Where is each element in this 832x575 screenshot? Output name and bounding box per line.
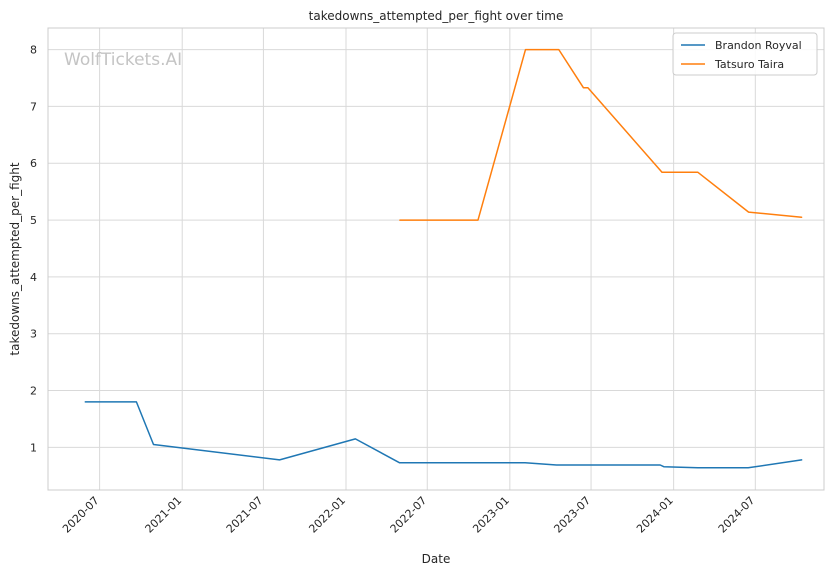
x-axis-title: Date <box>422 552 451 566</box>
legend-label-tatsuro-taira: Tatsuro Taira <box>714 58 784 71</box>
y-axis-title: takedowns_attempted_per_fight <box>8 162 22 355</box>
y-axis: 1 2 3 4 5 6 7 8 <box>30 44 37 455</box>
legend-label-brandon-royval: Brandon Royval <box>715 39 802 52</box>
plot-frame <box>47 27 825 491</box>
y-tick-label: 2 <box>30 385 37 398</box>
y-tick-label: 6 <box>30 157 37 170</box>
y-tick-label: 3 <box>30 328 37 341</box>
series-line-tatsuro-taira <box>399 48 803 221</box>
y-tick-label: 1 <box>30 441 37 454</box>
series-line-brandon-royval <box>84 401 803 469</box>
series-layer <box>84 48 803 469</box>
chart-title: takedowns_attempted_per_fight over time <box>309 9 564 23</box>
legend-box <box>672 32 818 76</box>
y-tick-label: 8 <box>30 44 37 57</box>
watermark: WolfTickets.AI <box>64 50 182 70</box>
legend: Brandon Royval Tatsuro Taira <box>672 32 818 76</box>
y-tick-label: 4 <box>30 271 37 284</box>
y-tick-label: 7 <box>30 100 37 113</box>
y-tick-label: 5 <box>30 214 37 227</box>
